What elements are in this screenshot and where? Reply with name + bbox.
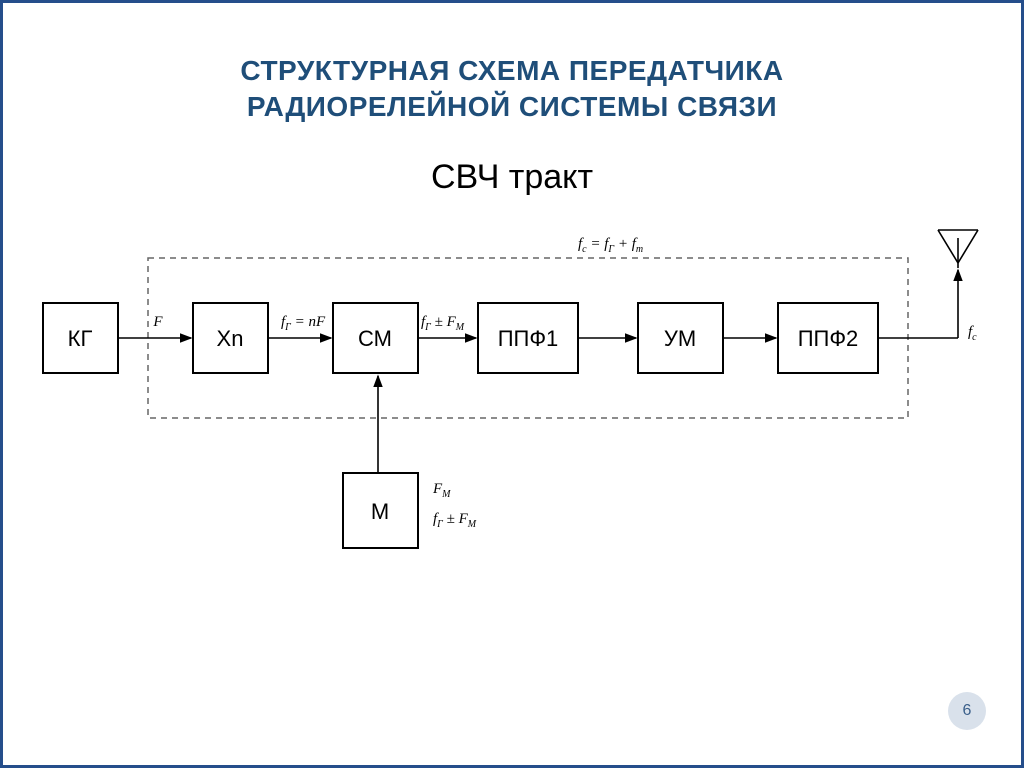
slide-frame: СТРУКТУРНАЯ СХЕМА ПЕРЕДАТЧИКА РАДИОРЕЛЕЙ… — [0, 0, 1024, 768]
antenna-icon — [938, 230, 978, 268]
diagram-subtitle: СВЧ тракт — [3, 158, 1021, 197]
block-sm: СМ — [333, 303, 418, 373]
slide-title: СТРУКТУРНАЯ СХЕМА ПЕРЕДАТЧИКА РАДИОРЕЛЕЙ… — [3, 53, 1021, 126]
block-um-label: УМ — [664, 326, 696, 351]
block-ppf1: ППФ1 — [478, 303, 578, 373]
block-kg: КГ — [43, 303, 118, 373]
page-number: 6 — [963, 702, 972, 720]
block-sm-label: СМ — [358, 326, 392, 351]
label-Fm: FM — [432, 481, 451, 500]
title-line-2: РАДИОРЕЛЕЙНОЙ СИСТЕМЫ СВЯЗИ — [247, 91, 777, 122]
block-kg-label: КГ — [68, 326, 93, 351]
label-fg-pm-Fm-2: fГ ± FM — [433, 511, 477, 530]
block-m: М — [343, 473, 418, 548]
label-F: F — [152, 314, 163, 330]
block-diagram: fc = fГ + fm F fГ = nF fГ ± FM fc — [23, 218, 1007, 578]
block-ppf2-label: ППФ2 — [798, 326, 859, 351]
block-ppf2: ППФ2 — [778, 303, 878, 373]
label-fg-nF: fГ = nF — [281, 314, 326, 333]
block-um: УМ — [638, 303, 723, 373]
block-xn-label: Xn — [217, 326, 244, 351]
label-fc: fc — [968, 324, 977, 343]
block-m-label: М — [371, 499, 389, 524]
block-ppf1-label: ППФ1 — [498, 326, 559, 351]
page-number-badge: 6 — [948, 692, 986, 730]
title-line-1: СТРУКТУРНАЯ СХЕМА ПЕРЕДАТЧИКА — [240, 55, 783, 86]
equation-top: fc = fГ + fm — [578, 236, 643, 255]
label-fg-pm-Fm: fГ ± FM — [421, 314, 465, 333]
block-xn: Xn — [193, 303, 268, 373]
